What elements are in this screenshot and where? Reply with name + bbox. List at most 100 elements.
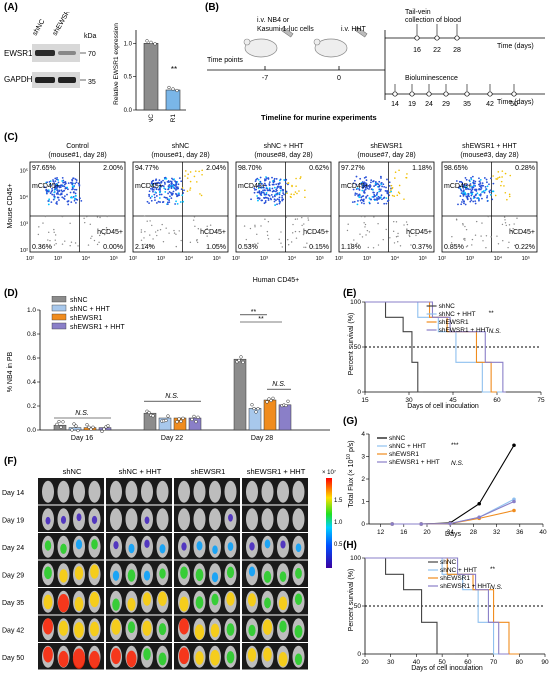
xtick: 28 — [470, 529, 478, 536]
f-signal — [89, 621, 100, 637]
f-signal — [279, 571, 287, 582]
flow-xtick: 10³ — [363, 256, 371, 262]
bar-d — [68, 427, 82, 431]
f-signal — [159, 568, 166, 579]
f-mouse — [178, 508, 190, 531]
d-legend-swatch — [51, 322, 67, 330]
series-point — [512, 443, 516, 448]
f-col-label: shEWSR1 + HHT — [247, 467, 306, 476]
f-signal — [74, 566, 84, 580]
q-ll: 0.36% — [32, 244, 52, 251]
f-signal — [143, 648, 151, 661]
f-mouse — [110, 508, 122, 531]
q-ul: 98.65% — [444, 165, 468, 172]
bar-d — [263, 399, 277, 431]
flow-xtick: 10³ — [157, 256, 165, 262]
f-signal — [195, 568, 204, 582]
d-xtick: Day 16 — [71, 435, 93, 442]
xtick: 15 — [361, 397, 369, 404]
flow-xtick: 10² — [335, 256, 343, 262]
bioluminescence-grid: shNC shNC + HHT shEWSR1 shEWSR1 + HHT Day 14… — [2, 467, 308, 670]
f-signal — [264, 597, 271, 609]
biolum-tick-label: 14 — [391, 101, 399, 108]
f-signal — [248, 566, 256, 577]
biolum-tick-label: 24 — [425, 101, 433, 108]
syringe-icon — [280, 26, 294, 38]
f-signal — [194, 624, 205, 640]
sig-label: ** — [489, 310, 495, 317]
f-mouse — [125, 508, 138, 531]
hcd45-label: hCD45+ — [200, 229, 226, 236]
f-signal — [226, 623, 235, 636]
series-line — [392, 498, 515, 525]
h-ylabel: Percent survival (%) — [348, 569, 355, 632]
hcd45-label: hCD45+ — [406, 229, 432, 236]
f-signal — [211, 593, 219, 606]
f-signal — [90, 564, 99, 579]
panel-label-c: (C) — [4, 132, 18, 143]
f-signal — [263, 647, 272, 662]
bar-a-0 — [143, 43, 159, 111]
flow-plot-1: shNC (mouse#1, day 28) 94.77% 2.04% mCD45+ hC… — [129, 143, 229, 262]
xtick: 90 — [541, 659, 549, 666]
injection-label-1b: Kasumi-1-luc cells — [257, 26, 314, 33]
flow-ytick: 10² — [20, 248, 28, 254]
q-ur: 2.04% — [206, 165, 226, 172]
biolum-tick-label: 19 — [408, 101, 416, 108]
f-signal — [295, 567, 302, 579]
ns-label: N.S. — [272, 381, 286, 388]
f-mouse — [193, 480, 206, 503]
series-line — [365, 301, 424, 393]
flow-xtick: 10³ — [54, 256, 62, 262]
flow-ytick: 10⁴ — [20, 194, 29, 201]
f-signal — [91, 515, 98, 525]
lane-label-shewsr1: shEWSR1 — [52, 12, 74, 37]
color-scale-bar — [326, 478, 332, 568]
f-signal — [159, 544, 166, 554]
d-ylabel: % NB4 in PB — [7, 351, 14, 392]
f-signal — [127, 621, 136, 634]
f-signal — [89, 650, 100, 669]
h-xlabel: Days of cell inoculation — [411, 665, 483, 672]
blood-ticks: 16 22 28 — [413, 24, 461, 54]
panel-label-e: (E) — [343, 288, 357, 299]
flow-xtick: 10² — [129, 256, 137, 262]
d-legend-swatch — [51, 304, 67, 312]
blood-tick-label: 28 — [453, 47, 461, 54]
bar-d — [233, 358, 247, 431]
biolum-tick-label: 50 — [510, 101, 518, 108]
q-lr: 0.00% — [103, 244, 123, 251]
d-legend-label: shNC + HHT — [70, 306, 111, 313]
biolum-tick-mark — [392, 91, 398, 97]
ytick: 1 — [361, 499, 365, 506]
q-lr: 0.22% — [515, 244, 535, 251]
biolum-tick-label: 42 — [486, 101, 494, 108]
time-points-label: Time points — [207, 57, 243, 64]
f-mouse — [156, 508, 169, 531]
mcd45-label: mCD45+ — [444, 183, 472, 190]
flow-xtick: 10⁵ — [522, 255, 530, 262]
panel-f: shNC shNC + HHT shEWSR1 shEWSR1 + HHT Day 14… — [2, 467, 343, 670]
flow-title-2: (mouse#8, day 28) — [254, 152, 312, 159]
flow-title-1: shEWSR1 — [370, 143, 402, 150]
d-ytick: 0.4 — [27, 379, 36, 386]
legend-label: shNC + HHT — [440, 567, 477, 574]
f-signal — [43, 618, 53, 635]
q-ur: 1.18% — [412, 165, 432, 172]
xtick: 70 — [490, 659, 498, 666]
f-mouse — [246, 480, 258, 503]
flow-title-1: shNC — [172, 143, 190, 150]
f-signal — [58, 650, 69, 668]
f-signal — [158, 652, 167, 666]
panel-e: Percent survival (%) Days of cell inocul… — [348, 299, 545, 410]
series-point — [448, 521, 452, 526]
f-signal — [112, 570, 120, 581]
q-ll: 0.85% — [444, 244, 464, 251]
f-mouse — [209, 508, 221, 531]
blood-tick-mark — [454, 35, 460, 41]
flow-title-2: (mouse#7, day 28) — [357, 152, 415, 159]
flow-xtick: 10² — [26, 256, 34, 262]
tick-0: 0 — [337, 75, 341, 82]
legend-label: shEWSR1 + HHT — [439, 327, 490, 334]
